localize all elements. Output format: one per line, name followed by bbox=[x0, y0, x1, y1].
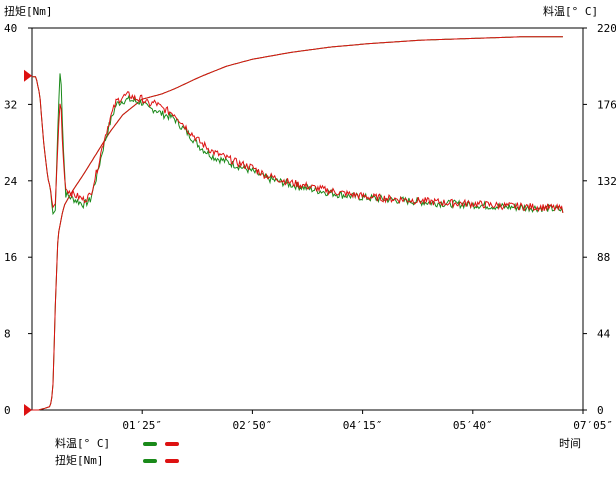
legend-label-torque: 扭矩[Nm] bbox=[55, 454, 104, 467]
left-tick-label: 0 bbox=[4, 404, 11, 417]
series-line-right-green bbox=[32, 36, 563, 411]
x-axis-title: 时间 bbox=[559, 437, 581, 450]
legend-swatch-temperature-green bbox=[143, 442, 157, 446]
x-tick-label: 01′25″ bbox=[122, 419, 162, 432]
right-tick-label: 88 bbox=[597, 251, 610, 264]
x-tick-label: 05′40″ bbox=[453, 419, 493, 432]
series-line-left-green bbox=[32, 73, 564, 216]
left-tick-label: 32 bbox=[4, 98, 17, 111]
legend-row-torque: 扭矩[Nm] bbox=[55, 452, 179, 467]
right-tick-label: 44 bbox=[597, 328, 611, 341]
legend-swatch-temperature-red bbox=[165, 442, 179, 446]
legend-label-temperature: 料温[° C] bbox=[55, 437, 111, 450]
right-tick-label: 0 bbox=[597, 404, 604, 417]
x-tick-label: 04′15″ bbox=[343, 419, 383, 432]
legend-swatch-torque-green bbox=[143, 459, 157, 463]
left-tick-label: 40 bbox=[4, 22, 17, 35]
right-tick-label: 132 bbox=[597, 175, 616, 188]
left-tick-label: 8 bbox=[4, 328, 11, 341]
series-line-right-red bbox=[32, 36, 563, 411]
left-axis-marker bbox=[24, 69, 32, 82]
plot-area-border bbox=[31, 27, 584, 411]
legend-row-temperature: 料温[° C] bbox=[55, 435, 179, 450]
left-tick-label: 24 bbox=[4, 175, 18, 188]
right-tick-label: 220 bbox=[597, 22, 616, 35]
right-axis-title: 料温[° C] bbox=[543, 5, 599, 18]
left-axis-title: 扭矩[Nm] bbox=[4, 5, 53, 18]
legend-swatch-torque-red bbox=[165, 459, 179, 463]
left-tick-label: 16 bbox=[4, 251, 17, 264]
series-line-left-red bbox=[32, 76, 564, 213]
x-tick-label: 07′05″ bbox=[573, 419, 613, 432]
left-axis-marker bbox=[24, 404, 32, 416]
right-tick-label: 176 bbox=[597, 98, 616, 111]
x-tick-label: 02′50″ bbox=[233, 419, 273, 432]
